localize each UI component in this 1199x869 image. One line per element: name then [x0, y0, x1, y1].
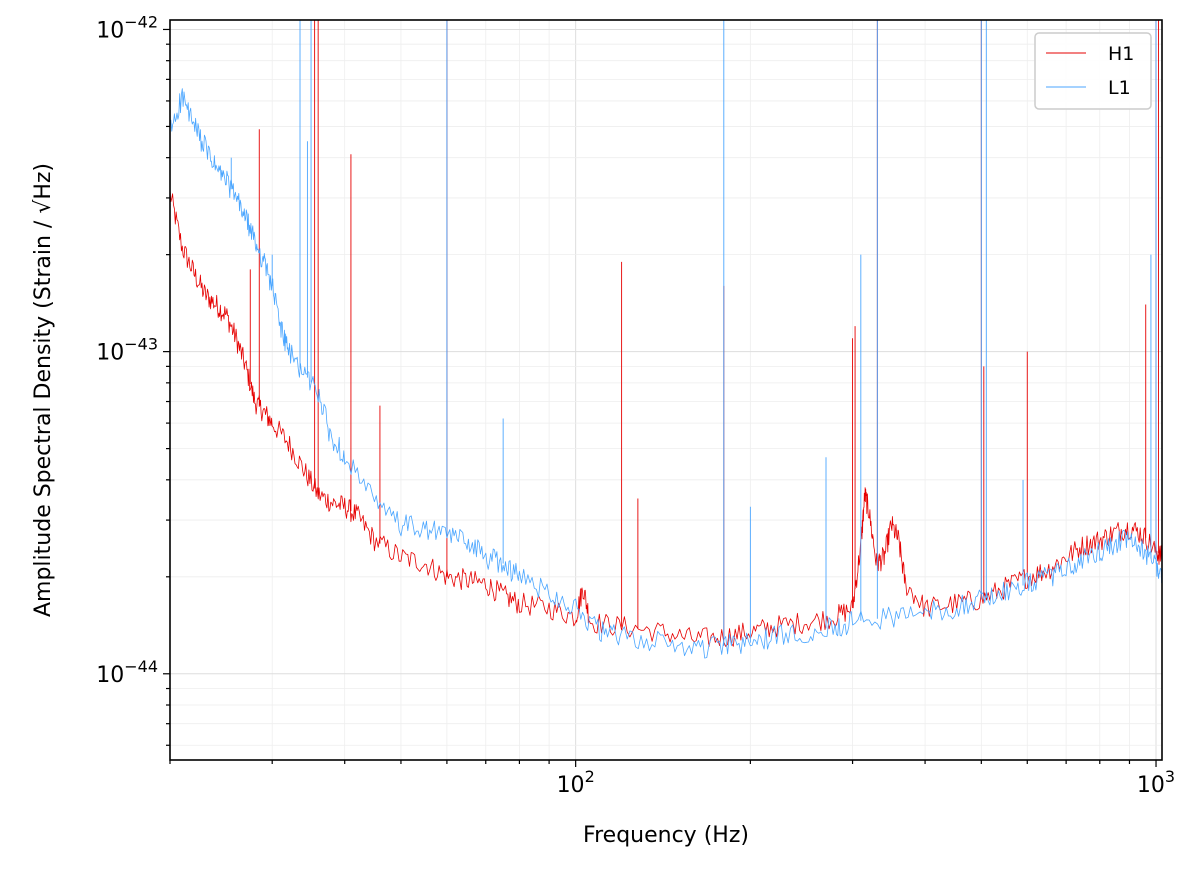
- plot-background: [170, 20, 1162, 760]
- grid: [169, 20, 1162, 760]
- legend: H1 L1: [1034, 32, 1152, 110]
- legend-box: [1034, 32, 1152, 110]
- series-h1-line: [170, 189, 1162, 647]
- series-layer: [170, 20, 1162, 659]
- x-tick-label: 102: [557, 767, 595, 798]
- plot-frame: [169, 19, 1163, 761]
- series-l1-line: [170, 88, 1162, 659]
- y-tick-label: 10−43: [96, 335, 158, 366]
- x-axis-label: Frequency (Hz): [583, 823, 749, 848]
- x-tick-label: 103: [1137, 767, 1175, 798]
- y-tick-label: 10−44: [96, 657, 158, 688]
- legend-label-l1: L1: [1108, 77, 1131, 99]
- y-axis-label: Amplitude Spectral Density (Strain / √Hz…: [31, 163, 56, 617]
- y-tick-label: 10−42: [96, 12, 158, 43]
- legend-label-h1: H1: [1108, 43, 1134, 65]
- ticks: 102 103 10−44 10−43 10−42: [96, 12, 1175, 798]
